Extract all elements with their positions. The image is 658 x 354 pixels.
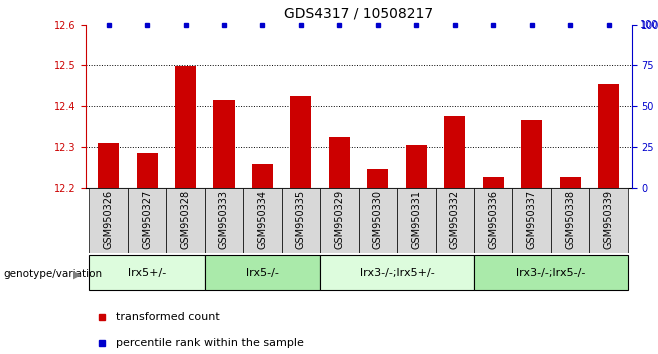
Bar bbox=[406, 145, 427, 188]
Text: GSM950336: GSM950336 bbox=[488, 189, 498, 249]
Text: ▶: ▶ bbox=[73, 269, 82, 279]
Bar bbox=[329, 137, 350, 188]
Bar bbox=[483, 177, 504, 188]
Text: GSM950333: GSM950333 bbox=[219, 189, 229, 249]
Bar bbox=[513, 188, 551, 253]
Text: 100%: 100% bbox=[640, 20, 658, 30]
Bar bbox=[320, 255, 474, 290]
Text: lrx3-/-;lrx5+/-: lrx3-/-;lrx5+/- bbox=[360, 268, 434, 278]
Bar bbox=[474, 188, 513, 253]
Bar bbox=[205, 188, 243, 253]
Bar bbox=[320, 188, 359, 253]
Text: GSM950337: GSM950337 bbox=[526, 189, 537, 249]
Bar bbox=[128, 188, 166, 253]
Bar bbox=[89, 255, 205, 290]
Text: GSM950329: GSM950329 bbox=[334, 189, 344, 249]
Text: GSM950338: GSM950338 bbox=[565, 189, 575, 249]
Text: GSM950330: GSM950330 bbox=[373, 189, 383, 249]
Text: GSM950331: GSM950331 bbox=[411, 189, 421, 249]
Text: GSM950334: GSM950334 bbox=[257, 189, 267, 249]
Title: GDS4317 / 10508217: GDS4317 / 10508217 bbox=[284, 7, 433, 21]
Text: lrx5-/-: lrx5-/- bbox=[246, 268, 279, 278]
Bar bbox=[521, 120, 542, 188]
Bar bbox=[436, 188, 474, 253]
Bar bbox=[551, 188, 590, 253]
Bar bbox=[559, 177, 581, 188]
Text: GSM950328: GSM950328 bbox=[180, 189, 191, 249]
Text: transformed count: transformed count bbox=[116, 312, 220, 322]
Bar bbox=[282, 188, 320, 253]
Bar bbox=[598, 84, 619, 188]
Bar bbox=[98, 143, 119, 188]
Text: GSM950327: GSM950327 bbox=[142, 189, 152, 249]
Bar bbox=[89, 188, 128, 253]
Bar bbox=[252, 164, 273, 188]
Bar bbox=[213, 100, 234, 188]
Bar bbox=[166, 188, 205, 253]
Bar bbox=[175, 66, 196, 188]
Text: GSM950335: GSM950335 bbox=[296, 189, 306, 249]
Text: genotype/variation: genotype/variation bbox=[3, 269, 103, 279]
Bar bbox=[136, 153, 158, 188]
Bar bbox=[590, 188, 628, 253]
Bar bbox=[474, 255, 628, 290]
Bar bbox=[397, 188, 436, 253]
Text: GSM950339: GSM950339 bbox=[603, 189, 614, 249]
Bar bbox=[243, 188, 282, 253]
Bar bbox=[367, 169, 388, 188]
Text: percentile rank within the sample: percentile rank within the sample bbox=[116, 338, 304, 348]
Bar bbox=[359, 188, 397, 253]
Text: lrx5+/-: lrx5+/- bbox=[128, 268, 166, 278]
Bar bbox=[290, 96, 311, 188]
Bar bbox=[444, 116, 465, 188]
Text: GSM950326: GSM950326 bbox=[103, 189, 114, 249]
Bar bbox=[205, 255, 320, 290]
Text: lrx3-/-;lrx5-/-: lrx3-/-;lrx5-/- bbox=[517, 268, 586, 278]
Text: GSM950332: GSM950332 bbox=[450, 189, 460, 249]
